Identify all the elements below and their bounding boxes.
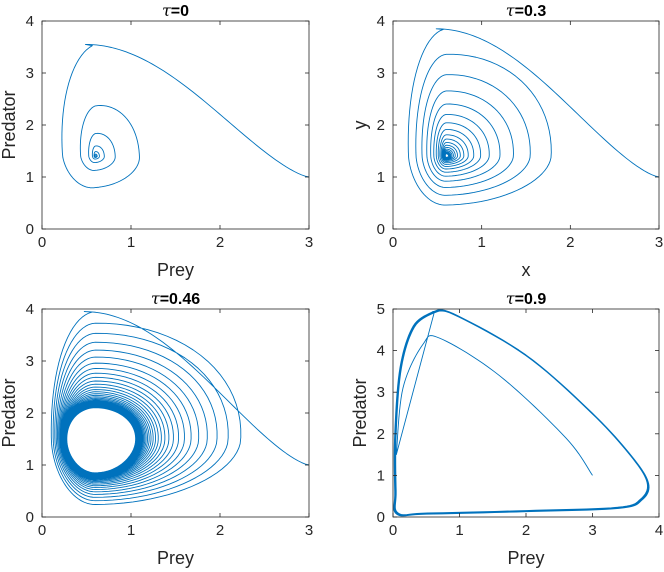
y-axis-label: Predator — [0, 90, 19, 159]
y-tick-label: 4 — [26, 301, 34, 318]
x-tick-label: 1 — [127, 522, 135, 539]
chart-title: τ=0.46 — [151, 289, 200, 308]
axes-box — [392, 308, 660, 518]
x-tick-label: 0 — [38, 522, 46, 539]
series-trajectory — [61, 43, 309, 189]
x-tick-label: 0 — [38, 234, 46, 251]
y-tick-label: 5 — [377, 301, 385, 318]
y-tick-label: 0 — [26, 221, 34, 238]
y-axis-label: Predator — [350, 378, 370, 447]
x-axis-label: x — [522, 260, 531, 280]
y-tick-label: 2 — [377, 117, 385, 134]
series-trajectory — [50, 311, 309, 505]
title-value: =0.3 — [515, 3, 547, 20]
title-value: =0.9 — [515, 291, 547, 308]
y-tick-label: 0 — [377, 221, 385, 238]
x-axis-label: Prey — [157, 260, 194, 280]
y-tick-label: 4 — [377, 13, 385, 30]
x-tick-label: 0 — [389, 522, 397, 539]
y-tick-label: 0 — [26, 509, 34, 526]
y-axis-label: Predator — [0, 378, 19, 447]
title-symbol: τ — [151, 289, 161, 308]
y-tick-label: 2 — [377, 426, 385, 443]
y-tick-label: 3 — [26, 65, 34, 82]
x-tick-label: 2 — [216, 522, 224, 539]
subplot-1: 0 1 2 3 0 1 2 3 4 Prey Predator τ=0 — [0, 1, 313, 280]
x-tick-label: 3 — [305, 522, 313, 539]
y-tick-label: 1 — [377, 169, 385, 186]
x-tick-label: 0 — [389, 234, 397, 251]
x-tick-label: 3 — [305, 234, 313, 251]
x-axis-label: Prey — [507, 548, 544, 568]
subplot-4: 0 1 2 3 4 0 1 2 3 4 5 Prey Predator τ=0.9 — [350, 289, 663, 568]
x-tick-label: 3 — [655, 234, 663, 251]
x-tick-label: 4 — [655, 522, 663, 539]
x-tick-label: 2 — [566, 234, 574, 251]
y-tick-label: 3 — [26, 353, 34, 370]
y-tick-label: 3 — [377, 384, 385, 401]
x-tick-label: 1 — [127, 234, 135, 251]
title-symbol: τ — [506, 1, 516, 20]
series-trajectory — [407, 28, 659, 206]
x-tick-label: 1 — [477, 234, 485, 251]
subplot-2: 0 1 2 3 0 1 2 3 4 x y τ=0.3 — [350, 1, 663, 280]
x-tick-label: 3 — [588, 522, 596, 539]
y-tick-label: 4 — [377, 343, 385, 360]
axes-box — [41, 20, 310, 230]
chart-title: τ=0.9 — [506, 289, 547, 308]
title-symbol: τ — [162, 1, 172, 20]
y-axis-label: y — [350, 121, 370, 130]
y-tick-label: 2 — [26, 117, 34, 134]
chart-title: τ=0.3 — [506, 1, 547, 20]
title-value: =0.46 — [160, 291, 201, 308]
subplot-3: 0 1 2 3 0 1 2 3 4 Prey Predator τ=0.46 — [0, 289, 313, 568]
chart-title: τ=0 — [162, 1, 189, 20]
y-tick-label: 0 — [377, 509, 385, 526]
title-value: =0 — [171, 3, 189, 20]
title-symbol: τ — [506, 289, 516, 308]
y-tick-label: 1 — [26, 457, 34, 474]
series-trajectory — [393, 309, 650, 517]
y-tick-label: 1 — [26, 169, 34, 186]
y-tick-label: 2 — [26, 405, 34, 422]
x-tick-label: 1 — [455, 522, 463, 539]
x-axis-label: Prey — [157, 548, 194, 568]
y-tick-label: 4 — [26, 13, 34, 30]
y-tick-label: 1 — [377, 467, 385, 484]
y-tick-label: 3 — [377, 65, 385, 82]
x-tick-label: 2 — [216, 234, 224, 251]
x-tick-label: 2 — [522, 522, 530, 539]
